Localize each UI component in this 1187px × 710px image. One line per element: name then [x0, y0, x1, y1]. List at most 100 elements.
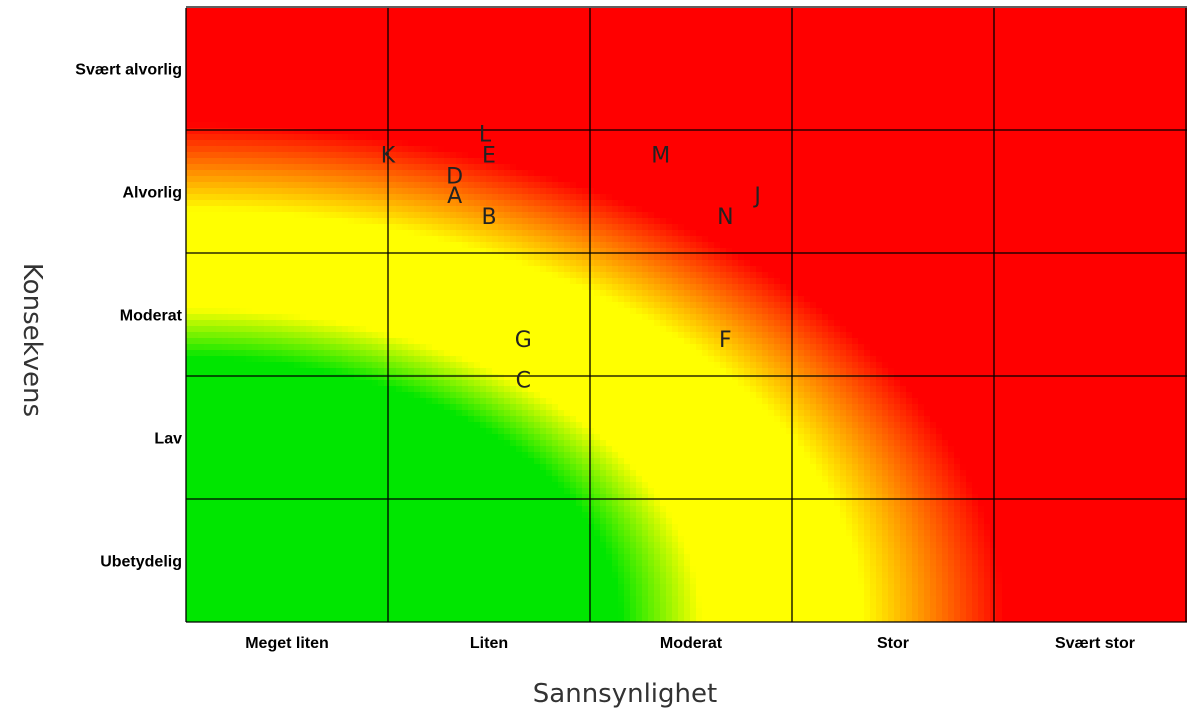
heat-cell: [300, 44, 307, 51]
heat-cell: [954, 74, 961, 81]
heat-cell: [186, 62, 193, 69]
heat-cell: [1068, 140, 1075, 147]
heat-cell: [738, 68, 745, 75]
heat-cell: [618, 182, 625, 189]
heat-cell: [924, 134, 931, 141]
heat-cell: [384, 86, 391, 93]
heat-cell: [510, 134, 517, 141]
heat-cell: [432, 176, 439, 183]
heat-cell: [1044, 68, 1051, 75]
heat-cell: [930, 98, 937, 105]
heat-cell: [360, 56, 367, 63]
heat-cell: [450, 62, 457, 69]
heat-cell: [510, 104, 517, 111]
heat-cell: [522, 32, 529, 39]
heat-cell: [936, 176, 943, 183]
heat-cell: [870, 116, 877, 123]
heat-cell: [1044, 128, 1051, 135]
heat-cell: [1122, 26, 1129, 33]
heat-cell: [990, 50, 997, 57]
heat-cell: [456, 152, 463, 159]
heat-cell: [1068, 116, 1075, 123]
heat-cell: [732, 38, 739, 45]
heat-cell: [870, 146, 877, 153]
heat-cell: [366, 20, 373, 27]
heat-cell: [228, 170, 235, 177]
heat-cell: [660, 104, 667, 111]
heat-cell: [1164, 140, 1171, 147]
heat-cell: [216, 140, 223, 147]
heat-cell: [264, 152, 271, 159]
heat-cell: [1104, 110, 1111, 117]
heat-cell: [342, 164, 349, 171]
heat-cell: [492, 122, 499, 129]
heat-cell: [870, 20, 877, 27]
heat-cell: [408, 74, 415, 81]
heat-cell: [1146, 74, 1153, 81]
heat-cell: [396, 146, 403, 153]
heat-cell: [360, 182, 367, 189]
heat-cell: [1152, 8, 1159, 15]
heat-cell: [270, 164, 277, 171]
heat-cell: [468, 116, 475, 123]
heat-cell: [1164, 116, 1171, 123]
heat-cell: [924, 68, 931, 75]
heat-cell: [846, 170, 853, 177]
heat-cell: [1110, 170, 1117, 177]
heat-cell: [1020, 62, 1027, 69]
heat-cell: [1128, 26, 1135, 33]
heat-cell: [636, 56, 643, 63]
heat-cell: [384, 170, 391, 177]
heat-cell: [396, 170, 403, 177]
heat-cell: [342, 86, 349, 93]
heat-cell: [666, 8, 673, 15]
heat-cell: [222, 140, 229, 147]
heat-cell: [534, 110, 541, 117]
heat-cell: [810, 56, 817, 63]
heat-cell: [1140, 20, 1147, 27]
heat-cell: [768, 38, 775, 45]
heat-cell: [876, 152, 883, 159]
heat-cell: [876, 50, 883, 57]
heat-cell: [810, 68, 817, 75]
heat-cell: [552, 176, 559, 183]
heat-cell: [528, 110, 535, 117]
heat-cell: [186, 20, 193, 27]
heat-cell: [696, 56, 703, 63]
heat-cell: [372, 140, 379, 147]
heat-cell: [1086, 38, 1093, 45]
heat-cell: [798, 26, 805, 33]
heat-cell: [342, 50, 349, 57]
heat-cell: [834, 8, 841, 15]
heat-cell: [1110, 104, 1117, 111]
heat-cell: [246, 140, 253, 147]
heat-cell: [1044, 56, 1051, 63]
heat-cell: [468, 98, 475, 105]
heat-cell: [1020, 80, 1027, 87]
heat-cell: [210, 74, 217, 81]
heat-cell: [990, 62, 997, 69]
heat-cell: [630, 14, 637, 21]
heat-cell: [750, 80, 757, 87]
heat-cell: [1152, 152, 1159, 159]
heat-cell: [318, 116, 325, 123]
heat-cell: [1176, 20, 1183, 27]
heat-cell: [660, 68, 667, 75]
heat-cell: [750, 152, 757, 159]
heat-cell: [366, 38, 373, 45]
heat-cell: [360, 170, 367, 177]
heat-cell: [510, 20, 517, 27]
heat-cell: [762, 38, 769, 45]
heat-cell: [186, 68, 193, 75]
heat-cell: [504, 182, 511, 189]
heat-cell: [792, 38, 799, 45]
heat-cell: [264, 176, 271, 183]
heat-cell: [1092, 80, 1099, 87]
heat-cell: [714, 146, 721, 153]
heat-cell: [930, 26, 937, 33]
heat-cell: [570, 164, 577, 171]
heat-cell: [420, 182, 427, 189]
heat-cell: [780, 38, 787, 45]
heat-cell: [558, 32, 565, 39]
heat-cell: [708, 20, 715, 27]
